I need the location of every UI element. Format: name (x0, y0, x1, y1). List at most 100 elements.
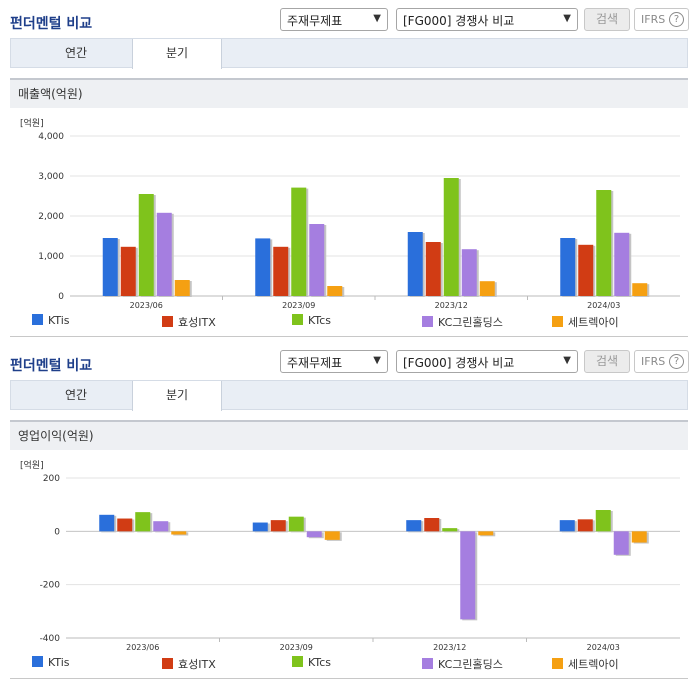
bar[interactable] (424, 518, 440, 532)
bar[interactable] (596, 190, 612, 296)
unit-label: [억원] (20, 117, 44, 129)
statement-select[interactable]: 주재무제표 ▼ (280, 350, 388, 373)
legend-label: 세트렉아이 (568, 658, 619, 671)
metric-title: 영업이익(억원) (10, 420, 688, 450)
bar[interactable] (632, 283, 648, 296)
bar[interactable] (120, 246, 136, 296)
legend-item[interactable]: KTis (32, 314, 70, 327)
bar[interactable] (578, 244, 594, 296)
x-tick-label: 2023/06 (126, 643, 159, 652)
bar[interactable] (442, 528, 458, 532)
bar[interactable] (291, 187, 307, 296)
panel-revenue: 펀더멘털 비교 주재무제표 ▼ [FG000] 경쟁사 비교 ▼ 검색 IFRS? … (0, 0, 696, 337)
bar[interactable] (171, 531, 187, 535)
ifrs-button[interactable]: IFRS? (634, 8, 689, 31)
bar[interactable] (479, 281, 495, 296)
metric-title: 매출액(억원) (10, 78, 688, 108)
legend-item[interactable]: KTis (32, 656, 70, 669)
bar[interactable] (407, 232, 423, 296)
bar[interactable] (270, 520, 286, 532)
legend-swatch (32, 314, 43, 325)
legend-label: KTcs (308, 656, 331, 669)
bar[interactable] (255, 238, 271, 296)
bar[interactable] (460, 531, 476, 620)
bar[interactable] (425, 242, 441, 296)
legend-item[interactable]: KTcs (292, 314, 331, 327)
legend-item[interactable]: 세트렉아이 (552, 314, 619, 330)
legend-item[interactable]: 효성ITX (162, 656, 216, 672)
legend-label: KTis (48, 656, 70, 669)
legend-swatch (422, 658, 433, 669)
bar[interactable] (478, 531, 494, 536)
chevron-down-icon: ▼ (563, 355, 571, 366)
legend-swatch (552, 316, 563, 327)
tab-quarterly[interactable]: 분기 (132, 39, 222, 69)
legend-label: 효성ITX (178, 658, 216, 671)
bar[interactable] (117, 518, 133, 532)
legend-swatch (292, 314, 303, 325)
legend-label: KTis (48, 314, 70, 327)
legend-label: KTcs (308, 314, 331, 327)
comparison-select-value: [FG000] 경쟁사 비교 (403, 356, 515, 370)
bar[interactable] (327, 286, 343, 296)
help-icon[interactable]: ? (669, 354, 684, 369)
bar[interactable] (273, 246, 289, 296)
bar[interactable] (560, 238, 576, 296)
legend-item[interactable]: KC그린홀딩스 (422, 656, 503, 672)
legend-item[interactable]: KC그린홀딩스 (422, 314, 503, 330)
bar[interactable] (461, 249, 477, 296)
statement-select-value: 주재무제표 (287, 356, 343, 370)
bar[interactable] (306, 531, 322, 538)
tab-annual[interactable]: 연간 (64, 46, 88, 60)
bar[interactable] (99, 514, 115, 532)
search-button[interactable]: 검색 (584, 350, 630, 373)
chart-legend: KTis 효성ITX KTcs KC그린홀딩스 세트렉아이 (0, 656, 696, 674)
chevron-down-icon: ▼ (373, 355, 381, 366)
bar[interactable] (252, 522, 268, 532)
tab-annual[interactable]: 연간 (64, 388, 88, 402)
legend-label: 효성ITX (178, 316, 216, 329)
legend-item[interactable]: 세트렉아이 (552, 656, 619, 672)
divider (10, 678, 688, 679)
chevron-down-icon: ▼ (563, 13, 571, 24)
bar[interactable] (443, 178, 459, 296)
bar[interactable] (614, 232, 630, 296)
statement-select[interactable]: 주재무제표 ▼ (280, 8, 388, 31)
bar[interactable] (156, 212, 172, 296)
legend-swatch (422, 316, 433, 327)
legend-label: 세트렉아이 (568, 316, 619, 329)
bar[interactable] (577, 519, 593, 532)
bar[interactable] (174, 280, 190, 296)
bar[interactable] (288, 516, 304, 532)
unit-label: [억원] (20, 459, 44, 471)
tab-quarterly[interactable]: 분기 (132, 381, 222, 411)
panel-header: 펀더멘털 비교 주재무제표 ▼ [FG000] 경쟁사 비교 ▼ 검색 IFRS? (0, 342, 696, 380)
bar[interactable] (324, 531, 340, 540)
y-tick-label: 4,000 (38, 132, 64, 142)
legend-item[interactable]: KTcs (292, 656, 331, 669)
x-tick-label: 2023/06 (130, 301, 163, 310)
comparison-select[interactable]: [FG000] 경쟁사 비교 ▼ (396, 350, 578, 373)
legend-item[interactable]: 효성ITX (162, 314, 216, 330)
help-icon[interactable]: ? (669, 12, 684, 27)
bar[interactable] (138, 194, 154, 296)
bar[interactable] (309, 224, 325, 296)
ifrs-button[interactable]: IFRS? (634, 350, 689, 373)
ifrs-label: IFRS (641, 13, 666, 26)
comparison-select[interactable]: [FG000] 경쟁사 비교 ▼ (396, 8, 578, 31)
x-tick-label: 2023/09 (282, 301, 315, 310)
search-button[interactable]: 검색 (584, 8, 630, 31)
bar[interactable] (631, 531, 647, 543)
y-tick-label: 1,000 (38, 252, 64, 262)
bar[interactable] (153, 521, 169, 532)
bar[interactable] (559, 520, 575, 532)
y-tick-label: 3,000 (38, 172, 64, 182)
y-tick-label: 0 (54, 527, 60, 537)
bar[interactable] (613, 531, 629, 555)
legend-swatch (552, 658, 563, 669)
legend-swatch (162, 316, 173, 327)
bar[interactable] (595, 510, 611, 532)
bar[interactable] (406, 520, 422, 532)
bar[interactable] (102, 238, 118, 296)
bar[interactable] (135, 512, 151, 532)
